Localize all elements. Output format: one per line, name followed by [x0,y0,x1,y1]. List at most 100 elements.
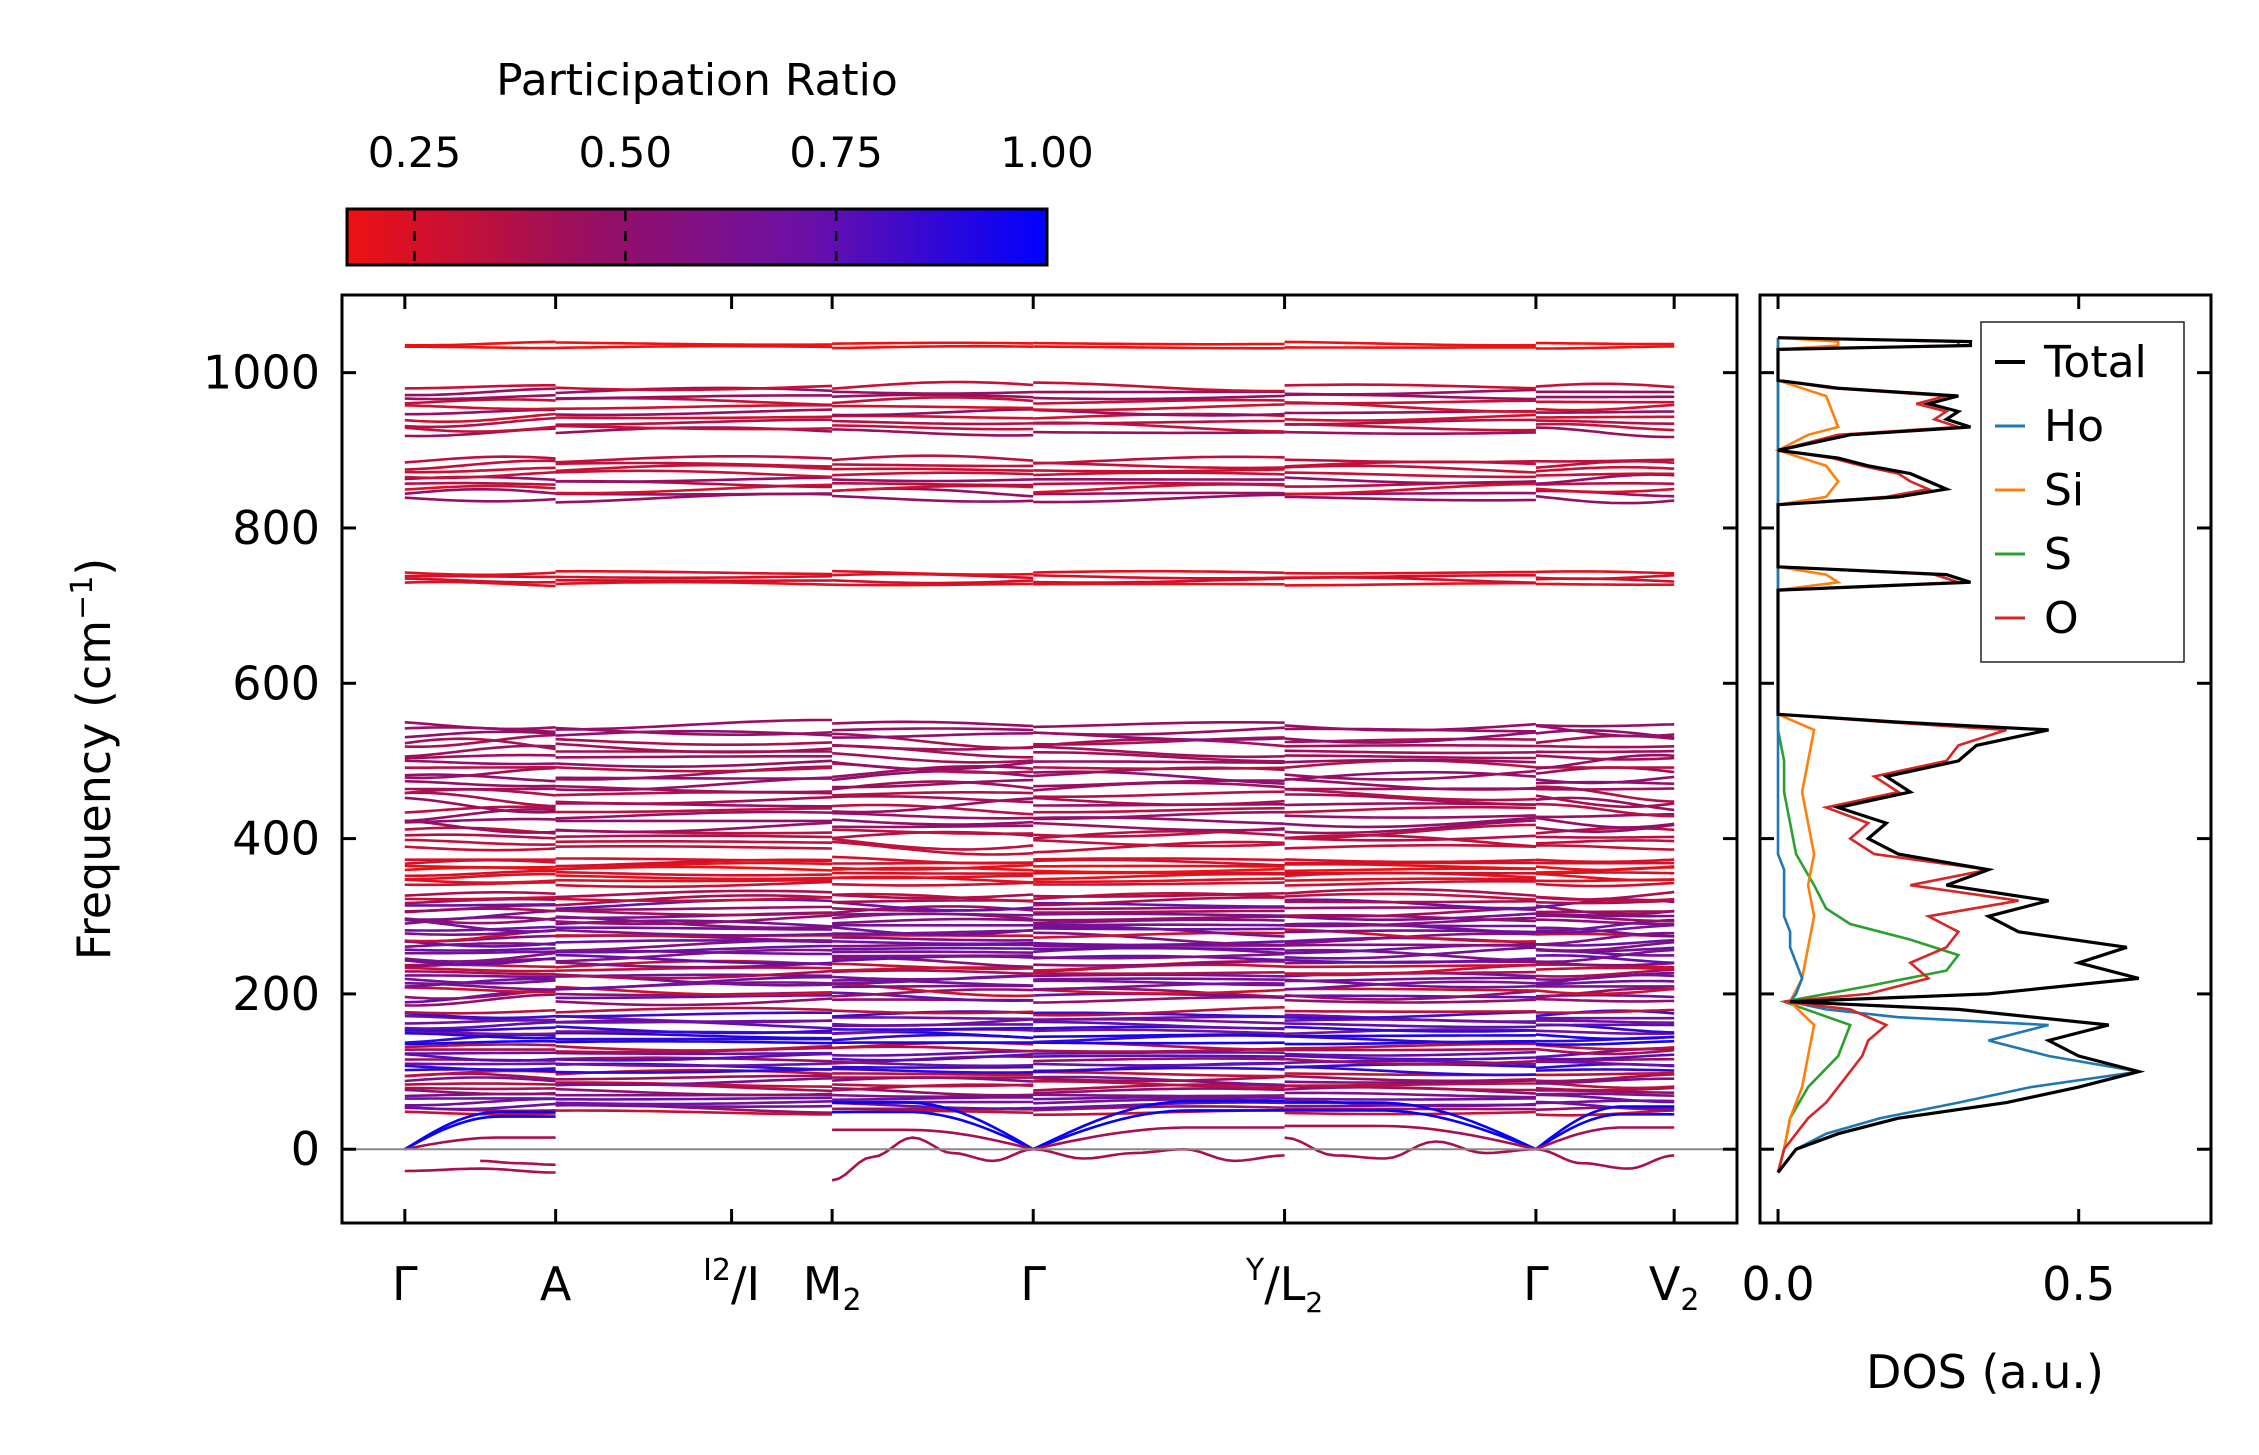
acoustic-band [1032,1099,1285,1151]
band-line [1284,843,1536,850]
band-line [1535,382,1675,389]
kpoint-label: Γ [392,1257,418,1311]
acoustic-band [1535,1105,1675,1151]
acoustic-band [1284,1109,1537,1151]
colorbar-tick-label: 0.25 [368,128,462,177]
band-line [404,455,556,464]
imaginary-band [831,1136,1034,1182]
band-line [1535,979,1675,986]
band-line [555,418,833,426]
band-line [832,811,1034,820]
band-line [404,577,556,584]
band-line [1033,971,1285,975]
band-line [404,986,556,994]
band-line [832,840,1034,856]
band-line [1284,948,1536,963]
band-line [555,1103,833,1108]
dos-series-o [1776,336,2019,1173]
band-line [404,909,556,921]
band-line [1535,1093,1675,1104]
band-line [1535,802,1675,818]
colorbar-gradient [345,207,1049,267]
acoustic-band [832,1101,1034,1151]
dos-series-total [1776,336,2146,1174]
band-line [404,1014,556,1022]
band-line [1033,857,1285,862]
band-line [1284,1110,1536,1116]
band-line [1284,987,1536,992]
band-line [1033,345,1285,350]
band-line [555,404,833,410]
y-tick-label: 1000 [203,346,320,400]
band-line [832,874,1034,880]
band-line [1535,835,1675,839]
band-x-ticks: Γ A I2/I M2 Γ Y/L2 Γ V2 [392,295,1699,1319]
band-line [555,894,833,907]
band-line [832,824,1034,829]
band-line [1535,1057,1675,1063]
band-line [1535,931,1675,946]
band-line [404,1088,556,1096]
band-line [832,404,1034,410]
band-line [555,415,833,420]
band-line [1535,823,1675,833]
band-line [1033,931,1285,947]
band-line [1033,946,1285,951]
band-line [832,419,1034,426]
band-line [832,979,1034,987]
band-line [1033,1095,1285,1101]
band-axes-frame [340,293,1739,1225]
band-line [1535,724,1675,738]
band-line [1033,1062,1285,1067]
band-line [832,795,1034,804]
dos-x-tick-label: 0.0 [1741,1257,1814,1311]
band-line [832,871,1034,875]
band-line [1284,788,1536,802]
band-line [404,872,556,881]
band-line [1535,465,1675,473]
band-line [1535,865,1675,872]
acoustic-band [1535,1126,1675,1151]
band-line [1284,877,1536,882]
band-line [1284,482,1536,496]
y-tick-label: 400 [232,812,320,866]
band-line [404,766,556,780]
band-line [555,889,833,899]
dos-lines [1774,336,2146,1174]
band-line [404,384,556,390]
band-line [1284,834,1536,842]
band-line [832,478,1034,483]
band-line [832,390,1034,395]
band-line [1284,1065,1536,1077]
band-line [832,569,1034,576]
band-line [555,742,833,754]
band-line [1284,998,1536,1004]
band-line [832,946,1034,951]
band-line [404,459,556,471]
band-line [404,481,556,486]
band-line [404,833,556,840]
band-line [555,821,833,834]
y-tick-label: 800 [232,501,320,555]
band-line [404,416,556,429]
band-line [404,737,556,751]
band-line [1284,383,1536,390]
band-line [1284,777,1536,791]
band-line [404,903,556,907]
band-line [404,484,556,491]
band-line [1284,823,1536,840]
band-line [1033,408,1285,417]
band-line [1535,968,1675,978]
band-line [1535,415,1675,419]
band-line [1535,890,1675,901]
band-line [1284,495,1536,502]
band-line [1033,1093,1285,1098]
band-line [555,1087,833,1097]
dos-axes-frame [1758,293,2213,1225]
band-line [1033,959,1285,967]
band-line [555,840,833,844]
band-line [1535,1023,1675,1027]
band-line [1284,1022,1536,1029]
band-line [1033,806,1285,814]
band-line [1535,1068,1675,1072]
